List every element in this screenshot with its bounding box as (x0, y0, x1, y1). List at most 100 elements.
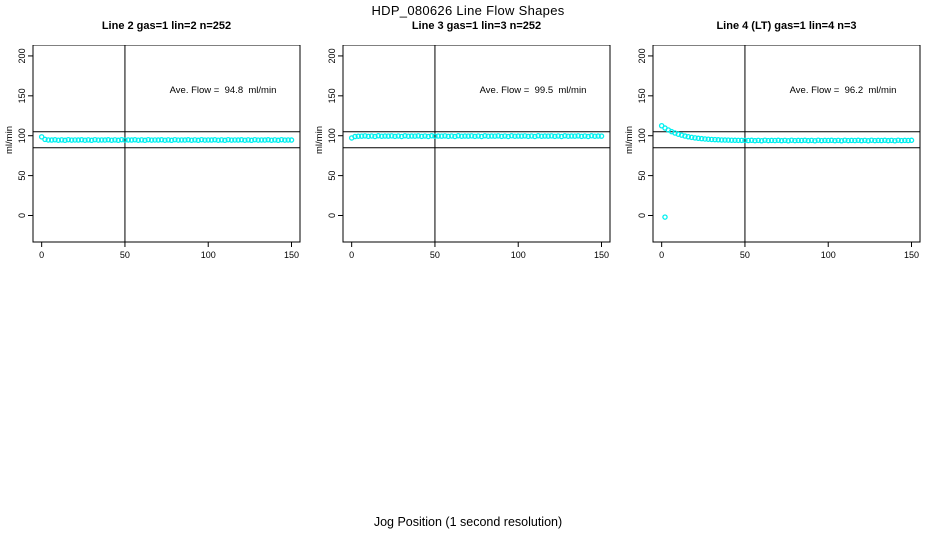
data-point (355, 133, 362, 139)
panel-title: Line 3 gas=1 lin=3 n=252 (411, 20, 542, 32)
data-point (405, 133, 412, 139)
data-point (248, 137, 255, 144)
data-point (472, 133, 478, 140)
data-point (112, 137, 118, 143)
data-point (698, 135, 705, 142)
data-point (172, 136, 178, 143)
y-tick-label: 0 (637, 213, 647, 218)
x-tick-label: 150 (594, 250, 609, 260)
data-point (845, 137, 851, 144)
data-point (822, 137, 828, 144)
data-point (128, 137, 135, 143)
reference-lines (343, 45, 610, 242)
data-point (422, 133, 428, 139)
scatter-points (38, 134, 295, 144)
data-point (288, 137, 295, 143)
data-point (575, 133, 581, 139)
data-point (148, 137, 155, 143)
data-point (38, 134, 45, 140)
data-point (875, 137, 881, 144)
data-point (902, 137, 908, 144)
data-point (158, 137, 165, 143)
data-point (798, 137, 805, 144)
data-point (372, 133, 378, 140)
plot-box (32, 45, 301, 243)
data-point (868, 137, 875, 143)
data-point (832, 137, 838, 144)
data-point (228, 137, 235, 143)
data-point (592, 133, 598, 139)
data-point (448, 133, 455, 139)
reference-lines (33, 45, 300, 242)
data-point (48, 137, 55, 143)
data-point (562, 133, 568, 139)
y-tick-label: 200 (637, 48, 647, 63)
data-point (458, 133, 465, 139)
data-point (55, 137, 62, 143)
x-tick-label: 100 (511, 250, 526, 260)
data-point (598, 133, 605, 139)
data-point (502, 133, 508, 139)
data-point (552, 133, 558, 140)
data-point (782, 137, 788, 144)
x-tick-label: 150 (284, 250, 299, 260)
data-point (178, 137, 185, 143)
figure-title: HDP_080626 Line Flow Shapes (371, 3, 565, 18)
data-point (498, 133, 505, 140)
data-point (585, 133, 591, 140)
y-tick-label: 50 (327, 171, 337, 181)
plot-box (342, 45, 611, 243)
plot-area: 0 50 100 150 200 0 50 100 150 (17, 45, 301, 260)
data-point (895, 137, 901, 143)
x-tick-label: 100 (821, 250, 836, 260)
data-point (708, 136, 715, 143)
data-point (435, 133, 442, 139)
data-point (265, 137, 271, 143)
data-point (455, 133, 462, 139)
data-point (495, 133, 501, 139)
data-point (848, 137, 855, 144)
x-tick-label: 50 (120, 250, 130, 260)
data-point (835, 137, 841, 144)
data-point (208, 137, 215, 143)
data-point (528, 133, 535, 139)
data-point (878, 137, 885, 144)
data-point (772, 137, 778, 144)
y-tick-label: 100 (637, 128, 647, 143)
data-point (548, 133, 555, 139)
data-point (762, 137, 768, 143)
data-point (865, 137, 871, 144)
data-point (792, 137, 798, 144)
data-point (535, 133, 541, 139)
data-point (732, 137, 738, 144)
data-point (118, 136, 125, 143)
data-point (365, 133, 372, 140)
data-point (885, 137, 891, 144)
y-tick-label: 200 (327, 48, 337, 63)
data-point (375, 133, 382, 139)
data-point (72, 137, 78, 143)
y-tick-label: 0 (327, 213, 337, 218)
data-point (368, 133, 375, 139)
data-point (465, 133, 472, 139)
data-point (125, 137, 132, 143)
data-point (65, 136, 72, 143)
data-point (395, 133, 402, 139)
data-point (588, 133, 595, 139)
data-point (812, 137, 818, 144)
data-point (682, 133, 688, 139)
data-point (408, 133, 415, 139)
data-point (108, 137, 115, 143)
data-point (558, 133, 565, 140)
x-tick-label: 100 (201, 250, 216, 260)
y-tick-label: 50 (17, 171, 27, 181)
data-point (205, 137, 211, 143)
data-point (218, 137, 225, 143)
data-point (515, 133, 521, 139)
data-point (185, 137, 191, 143)
data-point (432, 133, 438, 139)
data-point (362, 133, 368, 139)
data-point (105, 137, 112, 143)
data-point (258, 137, 265, 143)
